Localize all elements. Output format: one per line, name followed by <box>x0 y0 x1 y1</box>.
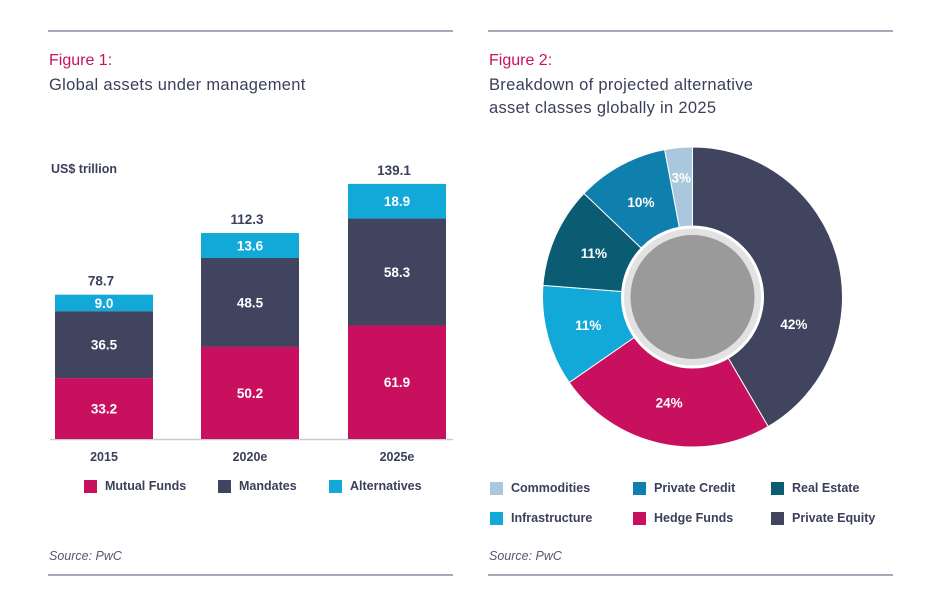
figure2-title-line2: asset classes globally in 2025 <box>489 99 717 117</box>
figure2-label: Figure 2: <box>489 52 553 69</box>
legend-swatch <box>633 511 646 525</box>
figure1-source: Source: PwC <box>49 549 122 563</box>
legend-label: Hedge Funds <box>654 511 734 525</box>
bar-value-label: 58.3 <box>384 265 411 280</box>
donut-chart: 42% 24% 11% 11% 10% 3% <box>542 146 843 448</box>
bar-alternatives-2015 <box>55 294 153 312</box>
slice-label: 11% <box>581 246 607 261</box>
bar-mandates-2025e <box>348 218 446 326</box>
donut-center <box>630 235 755 359</box>
bar-value-label: 50.2 <box>237 386 263 401</box>
x-tick-label: 2020e <box>233 450 268 464</box>
legend-label: Private Credit <box>654 481 736 495</box>
slice-hedge-funds <box>568 296 769 448</box>
figure1-panel: Figure 1: Global assets under management… <box>0 0 470 607</box>
bar-mutual-funds-2025e <box>348 325 446 439</box>
slice-label: 42% <box>780 317 807 332</box>
legend-item-alternatives: Alternatives <box>329 479 422 493</box>
x-tick-label: 2025e <box>380 450 415 464</box>
top-rule <box>48 30 453 32</box>
figure2-source: Source: PwC <box>489 549 562 563</box>
legend-label: Alternatives <box>350 479 422 493</box>
legend-label: Commodities <box>511 481 591 495</box>
legend-item-mutual-funds: Mutual Funds <box>84 479 186 493</box>
bar-value-label: 9.0 <box>95 296 114 311</box>
bar-value-label: 18.9 <box>384 194 410 209</box>
legend-swatch <box>490 511 503 525</box>
figure2-title-line1: Breakdown of projected alternative <box>489 76 754 94</box>
legend-item-mandates: Mandates <box>218 479 297 493</box>
legend-swatch <box>633 481 646 495</box>
legend-item-real-estate: Real Estate <box>771 481 859 495</box>
bar-value-label: 61.9 <box>384 375 410 390</box>
x-tick-label: 2015 <box>90 450 118 464</box>
legend-label: Infrastructure <box>511 511 593 525</box>
bar-mandates-2015 <box>55 311 153 379</box>
bar-value-label: 48.5 <box>237 295 264 310</box>
slice-label: 3% <box>672 171 692 186</box>
figure1-label: Figure 1: <box>49 52 113 69</box>
bar-alternatives-2025e <box>348 183 446 219</box>
slice-label: 24% <box>656 395 683 410</box>
legend-label: Mandates <box>239 479 297 493</box>
legend-label: Private Equity <box>792 511 876 525</box>
legend-item-hedge-funds: Hedge Funds <box>633 511 733 525</box>
slice-label: 11% <box>575 318 601 333</box>
slice-label: 10% <box>627 195 654 210</box>
legend-swatch <box>490 481 503 495</box>
bottom-rule <box>488 574 893 576</box>
legend-swatch <box>771 481 784 495</box>
stacked-bar-chart: 33.2 36.5 9.0 78.7 2015 50.2 48.5 13.6 112.3 2020… <box>50 163 453 464</box>
legend-swatch <box>771 511 784 525</box>
bar-value-label: 13.6 <box>237 239 264 254</box>
bar-total-label: 112.3 <box>230 212 264 227</box>
bar-mandates-2020e <box>201 257 299 347</box>
y-unit-label: US$ trillion <box>51 162 117 176</box>
legend-label: Mutual Funds <box>105 479 187 493</box>
bar-value-label: 33.2 <box>91 402 117 417</box>
legend-item-private-credit: Private Credit <box>633 481 735 495</box>
bar-total-label: 78.7 <box>88 274 114 289</box>
legend-swatch <box>329 479 342 493</box>
legend-swatch <box>218 479 231 493</box>
bar-mutual-funds-2015 <box>55 378 153 439</box>
bottom-rule <box>48 574 453 576</box>
legend-item-private-equity: Private Equity <box>771 511 875 525</box>
legend-item-infrastructure: Infrastructure <box>490 511 592 525</box>
legend-swatch <box>84 479 97 493</box>
figure1-title: Global assets under management <box>49 76 306 94</box>
bar-alternatives-2020e <box>201 233 299 258</box>
top-rule <box>488 30 893 32</box>
legend-label: Real Estate <box>792 481 860 495</box>
bar-value-label: 36.5 <box>91 338 118 353</box>
bar-total-label: 139.1 <box>377 163 411 178</box>
bar-mutual-funds-2020e <box>201 346 299 439</box>
legend-item-commodities: Commodities <box>490 481 590 495</box>
figure2-panel: Figure 2: Breakdown of projected alterna… <box>470 0 945 607</box>
